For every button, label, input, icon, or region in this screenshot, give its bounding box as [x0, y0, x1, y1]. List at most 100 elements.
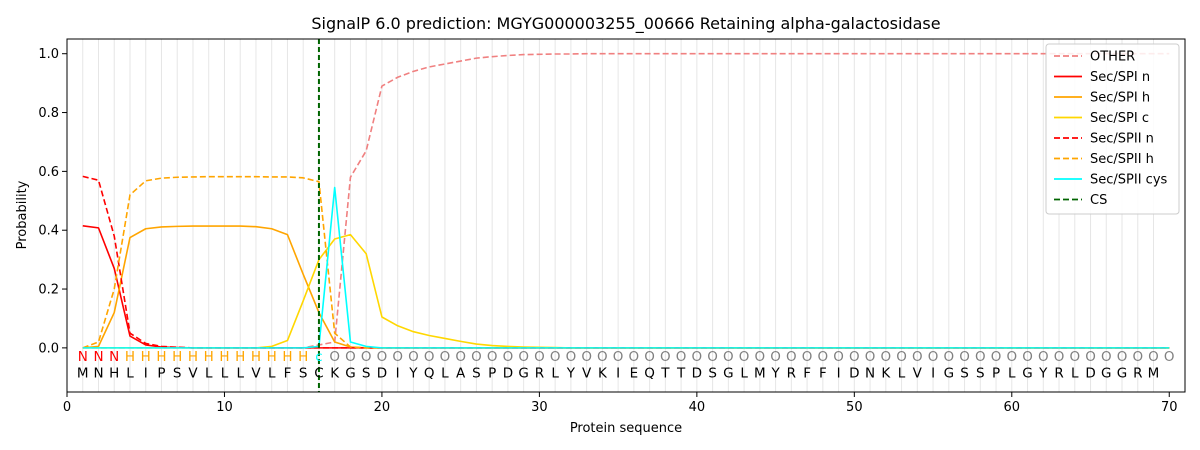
sequence-letter: R	[787, 365, 796, 381]
legend-label: Sec/SPI h	[1090, 91, 1150, 106]
sequence-letter: T	[676, 365, 686, 381]
sequence-letter: E	[630, 365, 639, 381]
legend: OTHER Sec/SPI n Sec/SPI h Sec/SPI c Sec/SPII…	[1045, 43, 1180, 215]
sequence-letter: Y	[566, 365, 576, 381]
sequence-letter: V	[188, 365, 198, 381]
annotation-letter: O	[786, 349, 797, 365]
annotation-letter: O	[518, 349, 529, 365]
sequence-letter: L	[221, 365, 229, 381]
sequence-letter: P	[157, 365, 165, 381]
sequence-letter: G	[1101, 365, 1111, 381]
series-line	[82, 225, 1170, 349]
sequence-letter: T	[660, 365, 670, 381]
sequence-letter: A	[456, 365, 466, 381]
sequence-letter: V	[582, 365, 592, 381]
sequence-letter: H	[109, 365, 119, 381]
sequence-letter: G	[944, 365, 954, 381]
legend-label: Sec/SPI n	[1090, 70, 1150, 85]
sequence-letter: D	[1085, 365, 1095, 381]
annotation-letter: O	[928, 349, 939, 365]
sequence-letter: C	[314, 365, 323, 381]
sequence-letter: I	[837, 365, 841, 381]
series-line	[82, 52, 1170, 349]
sequence-letter: G	[518, 365, 528, 381]
sequence-letter: L	[898, 365, 906, 381]
x-tick-label: 10	[216, 400, 233, 415]
annotation-letter: O	[833, 349, 844, 365]
sequence-letter: V	[251, 365, 261, 381]
annotation-letter: O	[896, 349, 907, 365]
y-tick-label: 0.2	[38, 283, 59, 298]
annotation-letter: H	[235, 349, 245, 365]
sequence-letter: L	[441, 365, 449, 381]
series-lines	[82, 52, 1170, 349]
sequence-letter: L	[126, 365, 134, 381]
sequence-letter: L	[205, 365, 213, 381]
y-tick-label: 0.6	[38, 165, 59, 180]
legend-box	[1045, 43, 1180, 215]
annotation-letter: H	[204, 349, 214, 365]
sequence-letter: I	[144, 365, 148, 381]
legend-label: OTHER	[1090, 50, 1135, 65]
annotation-letter: O	[424, 349, 435, 365]
sequence-letter: D	[692, 365, 702, 381]
x-tick-label: 70	[1161, 400, 1178, 415]
legend-label: Sec/SPII cys	[1090, 173, 1168, 188]
sequence-letter: M	[77, 365, 89, 381]
sequence-letter: Y	[1038, 365, 1048, 381]
sequence-letter: L	[268, 365, 276, 381]
sequence-letter: L	[1008, 365, 1016, 381]
x-axis-ticks: 0 10 20 30 40 50 60 70	[63, 392, 1178, 415]
annotation-letter: O	[943, 349, 954, 365]
annotation-letter: O	[1085, 349, 1096, 365]
annotation-letter: O	[566, 349, 577, 365]
annotation-letter: O	[739, 349, 750, 365]
plot-frame	[66, 38, 1186, 393]
annotation-letter: O	[408, 349, 419, 365]
annotation-letter: O	[644, 349, 655, 365]
series-line	[82, 233, 1170, 349]
sequence-letter: S	[472, 365, 481, 381]
sequence-letter: R	[1133, 365, 1142, 381]
annotation-letter: O	[865, 349, 876, 365]
annotation-letter: N	[78, 349, 88, 365]
annotation-letter: O	[912, 349, 923, 365]
annotation-letter: O	[849, 349, 860, 365]
sequence-letter: Q	[644, 365, 655, 381]
annotation-letter: O	[329, 349, 340, 365]
sequence-letter: G	[1117, 365, 1127, 381]
y-tick-label: 0.0	[38, 341, 59, 356]
sequence-letter: F	[284, 365, 292, 381]
sequence-letter: Q	[424, 365, 435, 381]
annotation-letter: O	[1101, 349, 1112, 365]
annotation-letter: O	[1038, 349, 1049, 365]
annotation-letter: H	[156, 349, 166, 365]
sequence-letter: I	[396, 365, 400, 381]
annotation-letter: O	[629, 349, 640, 365]
annotation-letter: H	[267, 349, 277, 365]
annotation-letter: O	[1006, 349, 1017, 365]
annotation-letter: O	[581, 349, 592, 365]
chart-title: SignalP 6.0 prediction: MGYG000003255_00…	[311, 14, 940, 34]
annotation-letter: O	[1132, 349, 1143, 365]
sequence-letter: D	[503, 365, 513, 381]
sequence-letter: S	[960, 365, 969, 381]
annotation-letter: O	[1164, 349, 1175, 365]
annotation-letter: H	[219, 349, 229, 365]
annotation-letter: O	[755, 349, 766, 365]
annotation-letter: O	[487, 349, 498, 365]
sequence-letter: D	[849, 365, 859, 381]
series-line	[82, 225, 1170, 349]
sequence-letter: S	[299, 365, 308, 381]
sequence-letter: P	[488, 365, 496, 381]
series-line	[82, 186, 1170, 349]
sequence-letter: I	[931, 365, 935, 381]
annotation-letter: H	[125, 349, 135, 365]
annotation-letter: O	[392, 349, 403, 365]
annotation-letter: O	[550, 349, 561, 365]
legend-label: CS	[1090, 193, 1107, 208]
annotation-letter: O	[597, 349, 608, 365]
annotation-letter: O	[676, 349, 687, 365]
sequence-letter: F	[803, 365, 811, 381]
